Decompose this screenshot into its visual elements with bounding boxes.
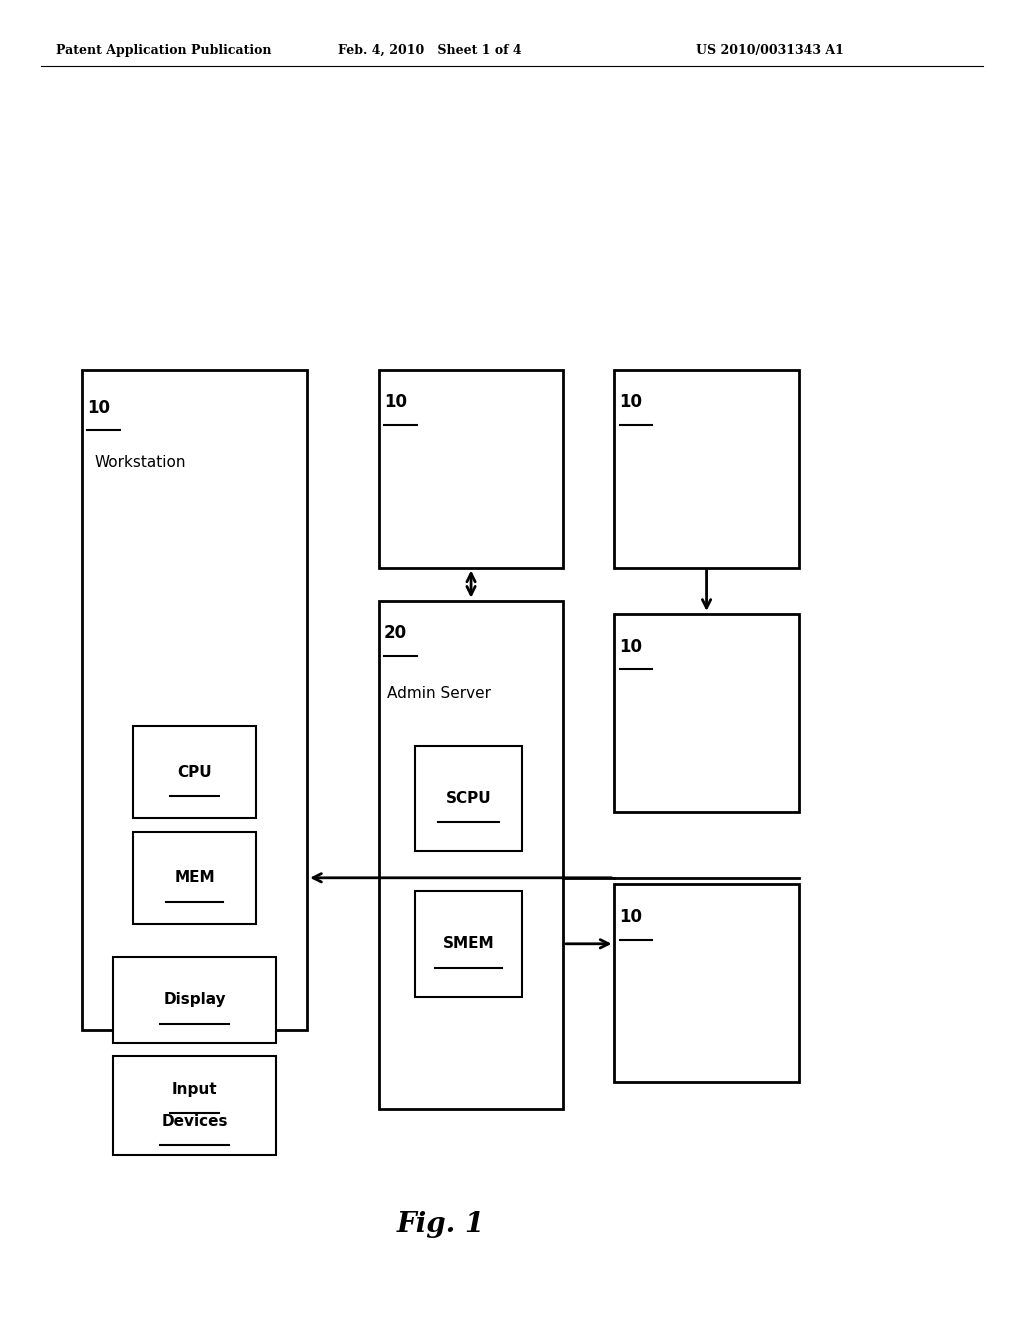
FancyBboxPatch shape: [379, 370, 563, 568]
FancyBboxPatch shape: [113, 957, 276, 1043]
Text: 20: 20: [384, 624, 408, 643]
Text: SMEM: SMEM: [442, 936, 495, 952]
FancyBboxPatch shape: [614, 614, 799, 812]
Text: US 2010/0031343 A1: US 2010/0031343 A1: [696, 44, 844, 57]
Text: Fig. 1: Fig. 1: [396, 1212, 484, 1238]
Text: 10: 10: [620, 908, 642, 927]
Text: Feb. 4, 2010   Sheet 1 of 4: Feb. 4, 2010 Sheet 1 of 4: [338, 44, 522, 57]
Text: Workstation: Workstation: [94, 455, 185, 470]
FancyBboxPatch shape: [415, 746, 522, 851]
Text: CPU: CPU: [177, 764, 212, 780]
Text: MEM: MEM: [174, 870, 215, 886]
FancyBboxPatch shape: [82, 370, 307, 1030]
FancyBboxPatch shape: [133, 726, 256, 818]
Text: Admin Server: Admin Server: [387, 686, 492, 701]
Text: 10: 10: [620, 393, 642, 412]
Text: Devices: Devices: [162, 1114, 227, 1129]
Text: 10: 10: [384, 393, 407, 412]
FancyBboxPatch shape: [133, 832, 256, 924]
FancyBboxPatch shape: [379, 601, 563, 1109]
Text: Display: Display: [163, 993, 226, 1007]
Text: Input: Input: [172, 1082, 217, 1097]
Text: SCPU: SCPU: [445, 791, 492, 807]
FancyBboxPatch shape: [614, 884, 799, 1082]
Text: 10: 10: [87, 399, 110, 417]
Text: 10: 10: [620, 638, 642, 656]
FancyBboxPatch shape: [113, 1056, 276, 1155]
FancyBboxPatch shape: [415, 891, 522, 997]
FancyBboxPatch shape: [614, 370, 799, 568]
Text: Patent Application Publication: Patent Application Publication: [56, 44, 271, 57]
